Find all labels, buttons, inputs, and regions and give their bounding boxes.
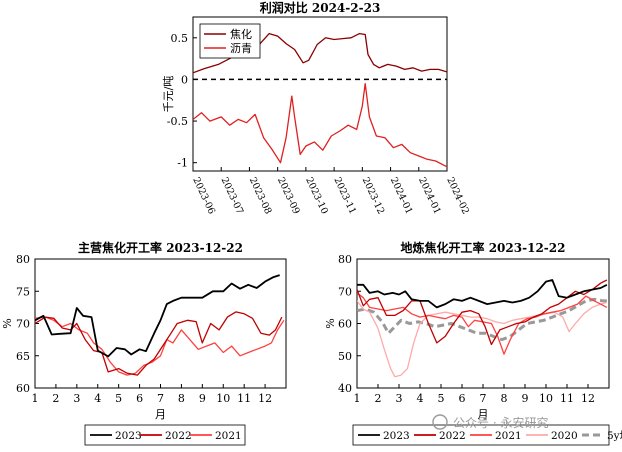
x-tick-label: 1 <box>354 392 361 405</box>
x-tick-label: 10 <box>539 392 553 405</box>
x-tick-label: 5 <box>115 392 122 405</box>
y-tick-label: 75 <box>16 285 30 298</box>
y-axis-label: % <box>1 318 14 328</box>
series-line-沥青 <box>193 82 447 168</box>
legend-box <box>84 424 246 446</box>
legend-label: 焦化 <box>230 27 252 41</box>
x-tick-label: 2024-01 <box>416 176 443 216</box>
x-tick-label: 1 <box>32 392 39 405</box>
x-tick-label: 6 <box>136 392 143 405</box>
y-tick-label: 70 <box>338 285 352 298</box>
x-tick-label: 2023-10 <box>303 176 330 216</box>
legend-label: 2021 <box>495 430 522 442</box>
x-tick-label: 3 <box>73 392 80 405</box>
x-tick-label: 4 <box>94 392 101 405</box>
legend-label: 2022 <box>439 430 466 442</box>
x-tick-label: 11 <box>237 392 251 405</box>
y-tick-label: -1 <box>177 157 188 170</box>
legend-label: 2022 <box>165 430 192 442</box>
series-group <box>35 274 285 376</box>
y-tick-label: 40 <box>338 382 352 395</box>
x-tick-label: 2024-02 <box>444 176 471 216</box>
y-axis-label: % <box>324 318 337 328</box>
x-tick-label: 8 <box>178 392 185 405</box>
legend-label: 2020 <box>551 430 578 442</box>
x-tick-label: 9 <box>522 392 529 405</box>
chart-title: 地炼焦化开工率 2023-12-22 <box>401 240 566 255</box>
x-tick-label: 5 <box>438 392 445 405</box>
plot-frame <box>192 16 448 172</box>
legend-label: 5y均值 <box>607 429 622 442</box>
series-line-5y均值 <box>357 297 607 342</box>
x-tick-label: 4 <box>417 392 424 405</box>
legend-label: 2023 <box>383 430 410 442</box>
x-tick-label: 2023-07 <box>219 176 246 216</box>
x-tick-label: 8 <box>501 392 508 405</box>
x-tick-label: 2023-12 <box>360 176 387 216</box>
series-line-2023 <box>357 279 608 309</box>
x-tick-label: 10 <box>216 392 230 405</box>
x-tick-label: 3 <box>396 392 403 405</box>
legend-label: 沥青 <box>230 42 252 55</box>
legend-label: 2023 <box>115 430 142 442</box>
series-line-2020 <box>357 300 608 378</box>
x-tick-label: 2023-09 <box>275 176 302 216</box>
y-tick-label: -0.5 <box>167 115 188 128</box>
y-tick-label: 80 <box>338 253 352 266</box>
watermark-text: 公众号 · 永安研究 <box>453 415 548 430</box>
x-tick-label: 2 <box>375 392 382 405</box>
series-group <box>357 279 608 378</box>
watermark: 公众号 · 永安研究 <box>432 414 548 430</box>
series-line-2022 <box>35 311 283 376</box>
y-tick-label: 50 <box>338 350 352 363</box>
x-tick-label: 2024-01 <box>388 176 415 216</box>
chart-title: 主营焦化开工率 2023-12-22 <box>78 240 243 255</box>
chart-title: 利润对比 2024-2-23 <box>260 0 381 15</box>
x-tick-label: 12 <box>258 392 272 405</box>
x-tick-label: 2 <box>52 392 59 405</box>
x-axis-label: 月 <box>155 408 166 421</box>
x-tick-label: 7 <box>480 392 487 405</box>
x-tick-label: 7 <box>157 392 164 405</box>
x-tick-label: 9 <box>199 392 206 405</box>
x-tick-label: 2023-06 <box>190 176 217 216</box>
y-tick-label: 0.5 <box>171 32 189 45</box>
series-line-2023 <box>35 274 280 358</box>
y-tick-label: 0 <box>181 73 188 86</box>
x-tick-label: 2023-11 <box>331 176 358 216</box>
y-tick-label: 70 <box>16 318 30 331</box>
x-axis-label: 月 <box>478 408 489 421</box>
x-tick-label: 2023-08 <box>247 176 274 216</box>
y-tick-label: 60 <box>16 382 30 395</box>
y-axis-label: 千元/吨 <box>162 76 175 113</box>
legend-label: 2021 <box>215 430 242 442</box>
wechat-icon <box>432 414 448 430</box>
legend-box <box>199 23 261 59</box>
x-tick-label: 6 <box>459 392 466 405</box>
x-tick-label: 11 <box>560 392 574 405</box>
y-tick-label: 60 <box>338 318 352 331</box>
x-tick-label: 12 <box>581 392 595 405</box>
y-tick-label: 65 <box>16 350 30 363</box>
series-line-2022 <box>357 279 608 346</box>
y-tick-label: 80 <box>16 253 30 266</box>
